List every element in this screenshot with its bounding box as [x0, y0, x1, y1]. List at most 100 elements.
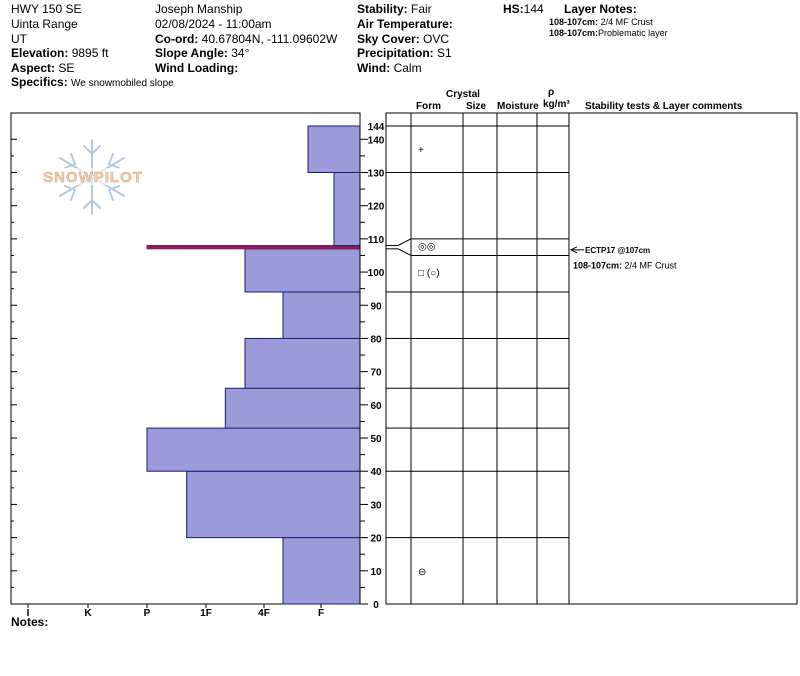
density-unit-header: kg/m³ [543, 99, 570, 110]
wind-label: Wind: [357, 61, 391, 75]
precipitation: Precipitation: S1 [357, 46, 452, 60]
crystal-table-frame [385, 112, 798, 605]
form-header: Form [416, 101, 441, 112]
depth-tick-label: 70 [370, 368, 382, 379]
moisture-header: Moisture [497, 101, 539, 112]
layer-connector [397, 248, 412, 256]
layer-note-range: 108-107cm: [549, 28, 599, 38]
size-header: Size [466, 101, 487, 112]
wind: Wind: Calm [357, 61, 422, 75]
observer: Joseph Manship [155, 2, 243, 16]
grain-form-symbol: ⊖ [418, 567, 426, 578]
precip-value: S1 [437, 46, 452, 60]
aspect: Aspect: SE [11, 61, 74, 75]
snow-height: HS:144 [503, 2, 544, 16]
layer-note: 108-107cm: 2/4 MF Crust [549, 17, 653, 28]
aspect-label: Aspect: [11, 61, 56, 75]
coordinates: Co-ord: 40.67804N, -111.09602W [155, 32, 337, 46]
hardness-bar [282, 291, 361, 339]
wind-loading: Wind Loading: [155, 61, 238, 75]
hardness-tick-label: F [318, 608, 324, 619]
sky-value: OVC [423, 32, 450, 46]
depth-tick-label: 0 [373, 600, 379, 611]
depth-tick-label: 130 [368, 168, 385, 179]
hardness-tick-label: 4F [258, 608, 270, 619]
wind-loading-label: Wind Loading: [155, 61, 239, 75]
hardness-bar [244, 248, 361, 293]
hardness-bar [307, 125, 361, 173]
stability-label: Stability: [357, 2, 408, 16]
air-temp-label: Air Temperature: [357, 17, 453, 31]
sky-label: Sky Cover: [357, 32, 420, 46]
notes-label: Notes: [11, 615, 49, 629]
grain-form-symbol: □ (○) [418, 268, 440, 279]
table-rows [386, 125, 569, 539]
hardness-bars [146, 125, 361, 605]
snowpilot-logo-text: SNOWPILOT [43, 169, 143, 186]
stability-comments: ECTP17 @107cm 108-107cm: 2/4 MF Crust [569, 246, 677, 270]
depth-tick-label: 90 [370, 301, 382, 312]
stability-value: Fair [411, 2, 432, 16]
grain-form-symbol: ◎◎ [418, 242, 436, 253]
depth-tick-label: 50 [370, 434, 382, 445]
hardness-bar [282, 537, 361, 605]
grain-symbols: + ◎◎ □ (○) ⊖ [418, 145, 440, 578]
coord-value: 40.67804N, -111.09602W [201, 32, 338, 46]
layer-note-range: 108-107cm: [549, 17, 599, 27]
rho-header: ρ [548, 87, 555, 98]
depth-tick-label: 30 [370, 500, 382, 511]
hardness-axis: I K P 1F 4F F [27, 604, 324, 619]
precip-label: Precipitation: [357, 46, 434, 60]
slope-label: Slope Angle: [155, 46, 228, 60]
hardness-tick-label: I [27, 608, 30, 619]
stability-test-label: ECTP17 @107cm [585, 246, 650, 255]
air-temperature: Air Temperature: [357, 17, 453, 31]
layer-note-text: Problematic layer [598, 28, 668, 38]
weak-layer-bar [146, 245, 361, 250]
depth-axis: 0 10 20 30 40 50 60 70 80 90 100 110 120 130 140 144 [11, 122, 385, 611]
datetime: 02/08/2024 - 11:00am [155, 17, 272, 31]
depth-tick-label: 80 [370, 334, 382, 345]
layer-comment: 108-107cm: 2/4 MF Crust [573, 260, 677, 270]
elevation-label: Elevation: [11, 46, 69, 60]
layer-note: 108-107cm:Problematic layer [549, 28, 668, 39]
depth-tick-label: 60 [370, 401, 382, 412]
depth-tick-label: 120 [368, 202, 385, 213]
specifics-label: Specifics: [11, 75, 68, 89]
wind-value: Calm [393, 61, 422, 75]
depth-tick-label: 110 [368, 235, 385, 246]
elevation: Elevation: 9895 ft [11, 46, 108, 60]
depth-tick-label: 100 [368, 268, 385, 279]
snowpilot-logo: SNOWPILOT [32, 139, 154, 215]
layer-comment-range: 108-107cm: [573, 260, 625, 270]
depth-tick-label: 10 [370, 567, 382, 578]
depth-tick-label: 20 [370, 534, 382, 545]
grain-form-symbol: + [418, 145, 424, 156]
crystal-header: Crystal [446, 89, 480, 100]
specifics: Specifics: We snowmobiled slope [11, 75, 174, 91]
sky-cover: Sky Cover: OVC [357, 32, 449, 46]
depth-tick-label: 40 [370, 467, 382, 478]
layer-note-text: 2/4 MF Crust [600, 17, 653, 27]
slope-angle: Slope Angle: 34° [155, 46, 249, 60]
hardness-bar [333, 171, 361, 247]
hardness-bar [146, 427, 361, 472]
hardness-bar [186, 470, 361, 539]
layer-comment-text: 2/4 MF Crust [625, 260, 678, 270]
hardness-tick-label: P [144, 608, 151, 619]
state: UT [11, 32, 27, 46]
layer-notes-title: Layer Notes: [564, 2, 637, 16]
comments-header: Stability tests & Layer comments [585, 101, 743, 112]
mountain-range: Uinta Range [11, 17, 78, 31]
depth-tick-label: 144 [368, 122, 385, 133]
hs-value: 144 [523, 2, 544, 16]
layer-connector [397, 238, 412, 246]
stability: Stability: Fair [357, 2, 432, 16]
slope-value: 34° [231, 46, 250, 60]
stability-test-arrowhead [569, 246, 578, 254]
hardness-bar [244, 337, 361, 389]
coord-label: Co-ord: [155, 32, 199, 46]
aspect-value: SE [58, 61, 75, 75]
hs-label: HS: [503, 2, 524, 16]
